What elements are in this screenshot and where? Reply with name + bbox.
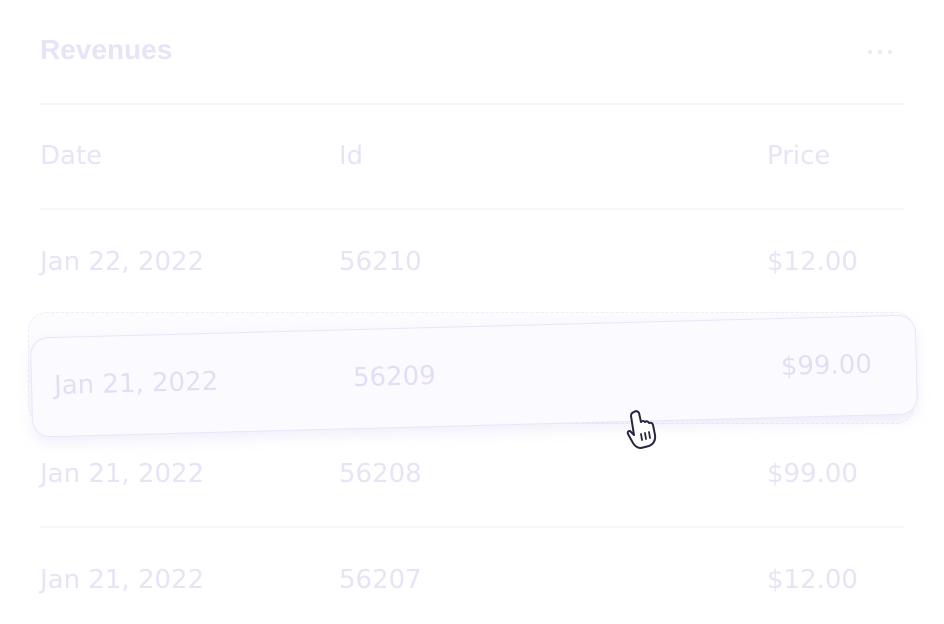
cell-price: $99.00 xyxy=(780,349,873,382)
cell-id: 56209 xyxy=(352,361,437,394)
card-title: Revenues xyxy=(40,34,173,65)
cell-date: Jan 21, 2022 xyxy=(40,459,205,489)
cell-price: $99.00 xyxy=(767,459,858,489)
cell-date: Jan 22, 2022 xyxy=(40,247,205,277)
hand-grab-icon xyxy=(626,410,657,449)
divider xyxy=(40,526,904,528)
divider xyxy=(40,208,904,210)
header-price[interactable]: Price xyxy=(767,141,831,171)
cell-id: 56208 xyxy=(339,459,422,489)
divider xyxy=(40,103,904,105)
more-options-icon[interactable] xyxy=(864,40,896,64)
cell-price: $12.00 xyxy=(767,565,858,595)
cell-id: 56207 xyxy=(339,565,422,595)
cell-date: Jan 21, 2022 xyxy=(53,366,219,401)
cell-date: Jan 21, 2022 xyxy=(40,565,205,595)
header-date[interactable]: Date xyxy=(40,141,103,171)
cell-id: 56210 xyxy=(339,247,422,277)
header-id[interactable]: Id xyxy=(339,141,364,171)
cell-price: $12.00 xyxy=(767,247,858,277)
